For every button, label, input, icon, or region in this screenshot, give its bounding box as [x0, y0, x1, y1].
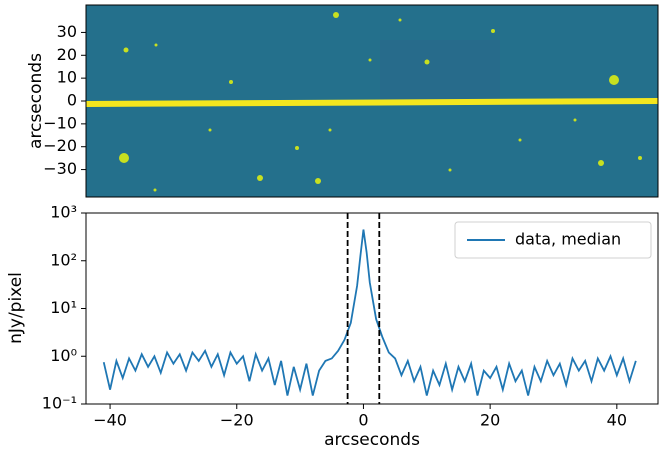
y-tick-label: 20 [57, 45, 77, 64]
y-tick-label: −10 [43, 113, 77, 132]
y-tick-label: −20 [43, 136, 77, 155]
x-tick-label: −40 [93, 411, 127, 430]
y-tick-label: 10² [50, 250, 77, 269]
legend-box [454, 221, 652, 259]
y-axis-label: arcseconds [26, 53, 46, 149]
y-axis-label: nJy/pixel [6, 272, 26, 344]
x-axis-label: arcseconds [324, 430, 420, 450]
y-tick-label: 10⁻¹ [42, 394, 77, 413]
x-tick-label: −20 [220, 411, 254, 430]
y-tick-label: 10¹ [50, 298, 77, 317]
legend-label: data, median [515, 230, 621, 249]
x-tick-label: 20 [480, 411, 500, 430]
y-tick-label: 10³ [50, 203, 77, 222]
y-tick-label: 0 [67, 91, 77, 110]
x-tick-label: 40 [607, 411, 627, 430]
data-line [102, 229, 637, 396]
y-tick-label: 30 [57, 22, 77, 41]
sky-image [86, 5, 658, 197]
x-tick-label: 0 [358, 411, 368, 430]
y-tick-label: 10 [57, 68, 77, 87]
y-tick-label: −30 [43, 159, 77, 178]
y-tick-label: 10⁰ [50, 346, 77, 365]
